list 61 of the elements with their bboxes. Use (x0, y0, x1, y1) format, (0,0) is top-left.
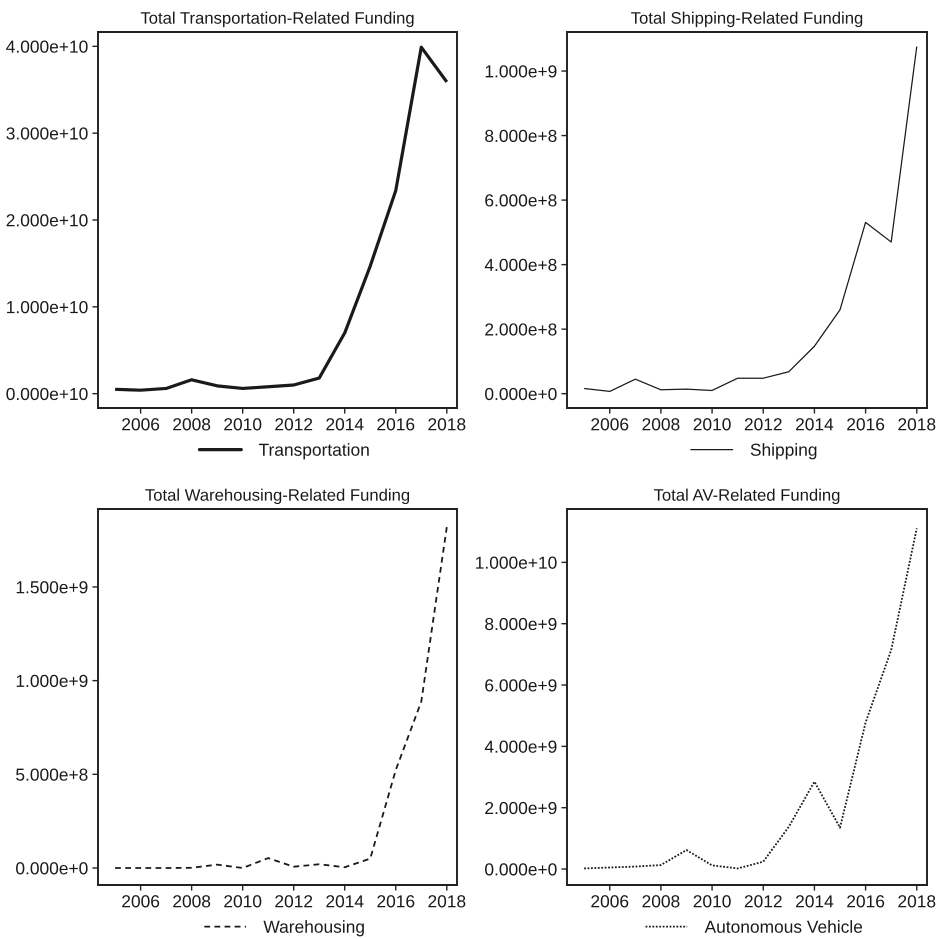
y-tick-label: 5.000e+8 (16, 768, 88, 781)
line-series (583, 527, 918, 870)
legend-label: Transportation (258, 443, 369, 460)
x-tick-label: 2018 (428, 418, 466, 430)
x-tick-label: 2012 (275, 418, 312, 430)
chart-title: Total Warehousing-Related Funding (145, 488, 410, 504)
legend-label: Warehousing (263, 920, 364, 936)
y-tick-label: 1.000e+10 (476, 556, 557, 569)
x-tick-label: 2006 (591, 895, 628, 908)
x-tick-label: 2012 (744, 418, 782, 430)
legend-label: Autonomous Vehicle (704, 920, 862, 933)
y-tick-label: 2.000e+9 (485, 802, 556, 814)
x-tick-label: 2012 (275, 895, 312, 908)
line-series (584, 46, 918, 392)
y-tick-label: 1.000e+9 (486, 65, 556, 78)
x-tick-label: 2016 (847, 895, 884, 908)
chart-title: Total Shipping-Related Funding (631, 12, 862, 28)
x-tick-label: 2008 (642, 895, 680, 908)
x-tick-label: 2016 (377, 895, 414, 908)
x-tick-label: 2010 (224, 895, 262, 908)
x-tick-label: 2012 (744, 895, 782, 908)
x-tick-label: 2010 (224, 418, 262, 430)
x-tick-label: 2008 (173, 418, 210, 430)
x-tick-label: 2014 (796, 895, 834, 908)
x-tick-label: 2018 (898, 418, 936, 430)
line-series (113, 46, 448, 392)
y-tick-label: 8.000e+8 (485, 130, 557, 142)
chart-title: Total AV-Related Funding (654, 488, 840, 504)
x-tick-label: 2008 (642, 418, 680, 430)
y-tick-label: 6.000e+9 (485, 679, 556, 692)
line-series (114, 526, 448, 869)
y-tick-label: 1.000e+10 (7, 301, 88, 314)
x-tick-label: 2010 (694, 418, 731, 430)
x-tick-label: 2018 (428, 895, 466, 908)
y-tick-label: 1.000e+9 (16, 674, 88, 688)
x-tick-label: 2014 (326, 895, 364, 908)
y-tick-label: 2.000e+8 (485, 323, 557, 336)
x-tick-label: 2014 (326, 418, 364, 430)
x-tick-label: 2008 (173, 895, 210, 908)
x-tick-label: 2018 (898, 895, 936, 908)
y-tick-label: 0.000e+10 (6, 388, 88, 400)
legend-label: Shipping (750, 443, 816, 460)
chart-title: Total Transportation-Related Funding (140, 12, 414, 28)
y-tick-label: 0.000e+0 (16, 862, 88, 874)
x-tick-label: 2016 (377, 418, 414, 430)
y-tick-label: 1.500e+9 (16, 581, 88, 594)
y-tick-label: 6.000e+8 (485, 194, 557, 207)
y-tick-label: 8.000e+9 (485, 618, 556, 630)
y-tick-label: 2.000e+10 (6, 214, 88, 226)
x-tick-label: 2006 (122, 895, 160, 908)
x-tick-label: 2016 (847, 418, 884, 430)
y-tick-label: 4.000e+8 (484, 258, 557, 272)
x-tick-label: 2006 (122, 418, 160, 430)
y-tick-label: 0.000e+0 (485, 388, 557, 400)
y-tick-label: 4.000e+9 (484, 740, 556, 753)
y-tick-label: 4.000e+10 (6, 40, 88, 53)
y-tick-label: 3.000e+10 (6, 127, 88, 140)
y-tick-label: 0.000e+0 (485, 863, 557, 876)
x-tick-label: 2006 (591, 418, 628, 430)
x-tick-label: 2014 (796, 418, 834, 430)
x-tick-label: 2010 (694, 895, 731, 908)
